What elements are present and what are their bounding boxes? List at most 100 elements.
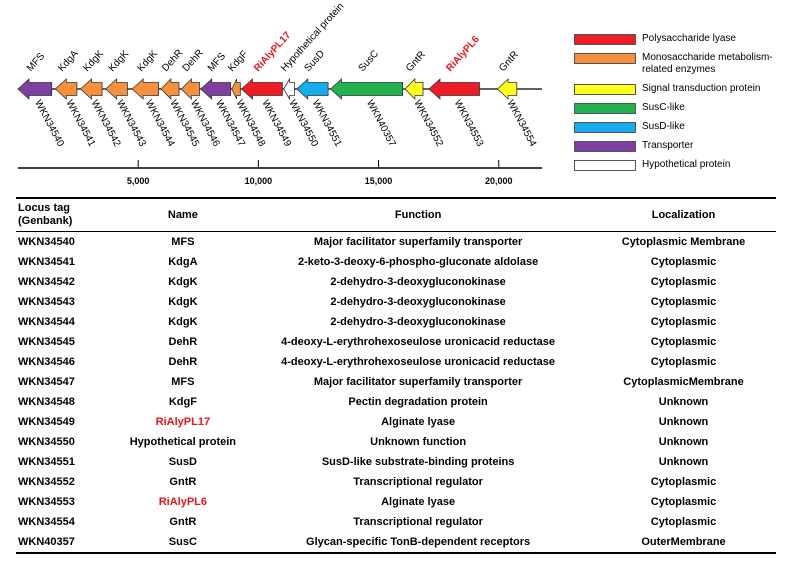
- header-localization: Localization: [651, 208, 716, 221]
- cell-locus-tag: WKN40357: [18, 536, 75, 548]
- gene-arrow: [17, 78, 53, 100]
- table-row: WKN34552 GntR Transcriptional regulator Cyt…: [16, 472, 776, 492]
- legend-label: SusC-like: [642, 102, 685, 113]
- cell-function: 2-dehydro-3-deoxygluconokinase: [330, 276, 506, 288]
- gene-name-label: RiAlyPL6: [444, 34, 482, 74]
- gene-arrow: [428, 78, 480, 100]
- cell-function: Major facilitator superfamily transporte…: [313, 376, 523, 388]
- gene-name-label: DehR: [160, 48, 185, 74]
- cell-function: Alginate lyase: [381, 496, 456, 508]
- cell-locus-tag: WKN34546: [18, 356, 75, 368]
- legend-label: Hypothetical protein: [642, 159, 731, 170]
- cell-name: SusD: [168, 456, 197, 468]
- cell-locus-tag: WKN34545: [18, 336, 75, 348]
- cell-function: 4-deoxy-L-erythrohexoseulose uronicacid …: [281, 356, 556, 368]
- gene-arrow: [404, 78, 424, 100]
- scale-ticks: 5,000 10,000 15,000 20,000: [127, 160, 513, 186]
- gene-name-label: KdgA: [56, 48, 81, 74]
- table-row: WKN34542 KdgK 2-dehydro-3-deoxygluconokina…: [16, 272, 776, 292]
- table-row: WKN34548 KdgF Pectin degradation protein Un…: [16, 392, 776, 412]
- gene-arrow: [200, 78, 232, 100]
- table-row: WKN34546 DehR 4-deoxy-L-erythrohexoseulose…: [16, 352, 776, 372]
- table-body: WKN34540 MFS Major facilitator superfamily…: [16, 232, 776, 553]
- cell-locus-tag: WKN34548: [18, 396, 75, 408]
- cell-function: Transcriptional regulator: [353, 476, 483, 488]
- gene-name-label: KdgK: [81, 48, 106, 74]
- cell-function: 2-dehydro-3-deoxygluconokinase: [330, 296, 506, 308]
- cell-locus-tag: WKN34541: [18, 256, 75, 268]
- gene-cluster-map: MFSWKN34540KdgAWKN34541KdgKWKN34542KdgKW…: [17, 1, 542, 186]
- gene-name-label: GntR: [404, 49, 428, 74]
- cell-name: GntR: [169, 476, 197, 488]
- table-row: WKN34554 GntR Transcriptional regulator Cyt…: [16, 512, 776, 532]
- gene-function-table: Locus tag (Genbank) Name Function Locali…: [16, 197, 776, 554]
- gene-name-label: KdgK: [135, 48, 160, 74]
- scale-tick-label: 5,000: [127, 176, 150, 186]
- cell-locus-tag: WKN34547: [18, 376, 75, 388]
- cell-function: Transcriptional regulator: [353, 516, 483, 528]
- table-row: WKN34553 RiAlyPL6 Alginate lyase Cytoplasmi…: [16, 492, 776, 512]
- cell-localization: Cytoplasmic: [650, 356, 717, 368]
- cell-localization: Cytoplasmic: [650, 316, 717, 328]
- cell-function: Unknown function: [370, 436, 467, 448]
- gene-name-label: KdgF: [226, 49, 250, 74]
- cell-name: MFS: [171, 236, 195, 248]
- table-row: WKN34540 MFS Major facilitator superfamily…: [16, 232, 776, 253]
- gene-locus-label: WKN34540: [32, 98, 66, 149]
- cell-name: KdgK: [168, 316, 198, 328]
- table-row: WKN34549 RiAlyPL17 Alginate lyase Unknown: [16, 412, 776, 432]
- cell-localization: Cytoplasmic: [650, 496, 717, 508]
- gene-arrow: [231, 78, 241, 100]
- scale-tick-label: 20,000: [485, 176, 513, 186]
- gene-locus-label: WKN34553: [452, 98, 486, 149]
- gene-name-label: KdgK: [107, 48, 132, 74]
- cell-locus-tag: WKN34540: [18, 236, 75, 248]
- legend-label: Signal transduction protein: [642, 83, 761, 94]
- cell-name: RiAlyPL17: [155, 416, 211, 428]
- legend-swatch: [574, 34, 636, 45]
- header-function: Function: [394, 208, 442, 221]
- scale-tick-label: 15,000: [365, 176, 393, 186]
- cell-name: MFS: [171, 376, 195, 388]
- gene-name-label: MFS: [206, 51, 229, 74]
- gene-arrows: MFSWKN34540KdgAWKN34541KdgKWKN34542KdgKW…: [17, 1, 538, 149]
- gene-name-label: DehR: [181, 48, 206, 74]
- table-row: WKN40357 SusC Glycan-specific TonB-depende…: [16, 532, 776, 553]
- gene-arrow: [54, 78, 78, 100]
- cell-name: KdgK: [168, 296, 198, 308]
- cell-locus-tag: WKN34554: [18, 516, 75, 528]
- legend-item-monosaccharide-metabolism: Monosaccharide metabolism-related enzyme…: [574, 52, 784, 80]
- cell-name: KdgF: [168, 396, 197, 408]
- cell-localization: CytoplasmicMembrane: [623, 376, 744, 388]
- legend-label: Transporter: [642, 140, 694, 151]
- cell-function: 4-deoxy-L-erythrohexoseulose uronicacid …: [281, 336, 556, 348]
- gene-name-label: MFS: [25, 51, 48, 74]
- cell-name: KdgA: [168, 256, 198, 268]
- legend-label: Polysaccharide lyase: [642, 33, 736, 44]
- legend-label: SusD-like: [642, 121, 685, 132]
- cell-localization: Unknown: [658, 456, 709, 468]
- gene-arrow: [240, 78, 283, 100]
- cell-name: DehR: [168, 336, 198, 348]
- cell-localization: Cytoplasmic: [650, 476, 717, 488]
- cell-localization: OuterMembrane: [641, 536, 726, 548]
- cell-localization: Unknown: [658, 416, 709, 428]
- gene-name-label: SusC: [357, 48, 382, 74]
- cell-function: SusD-like substrate-binding proteins: [321, 456, 515, 468]
- table-row: WKN34550 Hypothetical protein Unknown func…: [16, 432, 776, 452]
- gene-locus-label: WKN34554: [504, 98, 538, 149]
- legend-item-transporter: Transporter: [574, 140, 784, 156]
- cell-name: SusC: [168, 536, 197, 548]
- cell-localization: Unknown: [658, 396, 709, 408]
- header-locus-tag: Locus tag (Genbank): [18, 202, 73, 227]
- cell-function: Alginate lyase: [381, 416, 456, 428]
- gene-arrow: [131, 78, 160, 100]
- cell-locus-tag: WKN34542: [18, 276, 75, 288]
- table-row: WKN34544 KdgK 2-dehydro-3-deoxygluconokina…: [16, 312, 776, 332]
- cell-function: 2-keto-3-deoxy-6-phospho-gluconate aldol…: [297, 256, 539, 268]
- legend-item-signal-transduction: Signal transduction protein: [574, 83, 784, 99]
- gene-arrow: [283, 77, 295, 101]
- gene-arrow: [180, 78, 200, 100]
- cell-localization: Cytoplasmic: [650, 516, 717, 528]
- legend-swatch: [574, 122, 636, 133]
